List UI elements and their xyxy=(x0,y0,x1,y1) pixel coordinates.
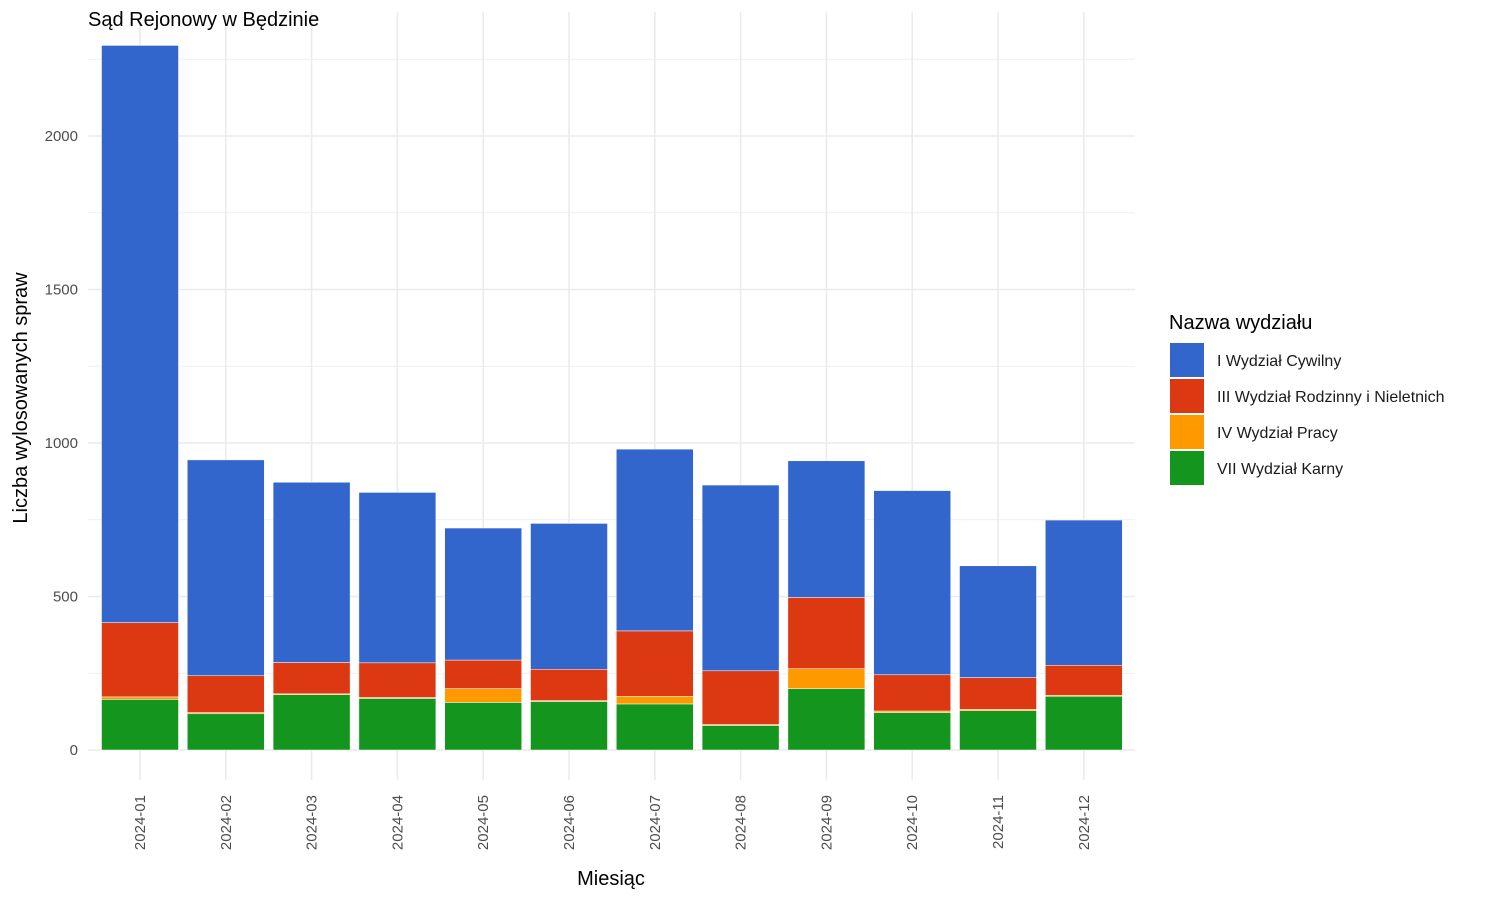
bar-segment xyxy=(787,668,866,689)
bar-segment xyxy=(444,688,522,703)
bar-segment xyxy=(358,492,437,664)
x-tick-label: 2024-01 xyxy=(132,795,149,850)
x-tick-label: 2024-03 xyxy=(304,795,321,850)
x-tick-label: 2024-07 xyxy=(647,795,664,850)
bar-segment xyxy=(873,712,951,751)
bar-segment xyxy=(787,597,866,669)
x-tick-label: 2024-10 xyxy=(904,795,921,850)
bar-segment xyxy=(1045,519,1123,666)
x-tick-label: 2024-04 xyxy=(389,795,406,850)
bar-segment xyxy=(101,622,179,698)
chart-title: Sąd Rejonowy w Będzinie xyxy=(88,9,319,31)
bar-segment xyxy=(444,527,522,661)
bar-segment xyxy=(187,675,265,713)
y-tick-label: 0 xyxy=(70,742,78,759)
bar-segment xyxy=(959,565,1037,678)
bar-segment xyxy=(873,674,951,712)
x-tick-label: 2024-02 xyxy=(218,795,235,850)
legend-label: I Wydział Cywilny xyxy=(1217,353,1341,370)
x-tick-label: 2024-09 xyxy=(818,795,835,850)
bar-segment xyxy=(616,696,694,705)
bar-segment xyxy=(959,710,1037,751)
legend-swatch xyxy=(1170,343,1204,377)
bar-segment xyxy=(101,699,179,751)
x-tick-label: 2024-11 xyxy=(990,795,1007,849)
bar-segment xyxy=(101,696,179,700)
bar-segment xyxy=(616,448,694,632)
bar-segment xyxy=(358,662,437,698)
bar-segment xyxy=(530,669,608,701)
bar-segment xyxy=(1045,665,1123,696)
bar-segment xyxy=(530,701,608,751)
bar-segment xyxy=(444,702,522,751)
legend-swatch xyxy=(1170,451,1204,485)
bar-segment xyxy=(358,698,437,751)
bar-segment xyxy=(272,482,351,663)
bar-segment xyxy=(787,460,866,598)
y-axis-ticks: 0 500 1000 1500 2000 xyxy=(45,128,78,759)
bar-segment xyxy=(530,523,608,670)
bar-segment xyxy=(959,677,1037,710)
bar-segment xyxy=(616,703,694,751)
legend: Nazwa wydziału I Wydział Cywilny III Wydz… xyxy=(1169,312,1445,485)
bar-segment xyxy=(701,670,780,725)
legend-label: IV Wydział Pracy xyxy=(1217,425,1338,442)
legend-swatch xyxy=(1170,415,1204,449)
x-axis-title: Miesiąc xyxy=(577,868,645,890)
bar-segment xyxy=(701,484,780,672)
bars xyxy=(101,45,1123,751)
y-axis-title: Liczba wylosowanych spraw xyxy=(10,272,32,524)
bar-segment xyxy=(873,490,951,676)
bar-segment xyxy=(272,694,351,751)
bar-segment xyxy=(187,713,265,751)
legend-swatch xyxy=(1170,379,1204,413)
bar-segment xyxy=(1045,696,1123,751)
legend-title: Nazwa wydziału xyxy=(1169,312,1312,334)
x-tick-label: 2024-05 xyxy=(475,795,492,850)
x-axis-ticks: 2024-01 2024-02 2024-03 2024-04 2024-05 2024-… xyxy=(132,795,1093,850)
bar-segment xyxy=(701,725,780,751)
bar-segment xyxy=(444,659,522,689)
x-tick-label: 2024-12 xyxy=(1076,795,1093,850)
legend-label: III Wydział Rodzinny i Nieletnich xyxy=(1217,389,1445,406)
bar-segment xyxy=(101,45,179,623)
legend-label: VII Wydział Karny xyxy=(1217,461,1343,478)
bar-segment xyxy=(187,459,265,676)
y-tick-label: 500 xyxy=(53,589,78,606)
x-tick-label: 2024-06 xyxy=(561,795,578,850)
bar-segment xyxy=(787,688,866,751)
y-tick-label: 2000 xyxy=(45,128,78,145)
y-tick-label: 1500 xyxy=(45,282,78,299)
y-tick-label: 1000 xyxy=(45,435,78,452)
x-tick-label: 2024-08 xyxy=(733,795,750,850)
bar-segment xyxy=(272,662,351,695)
bar-segment xyxy=(616,630,694,697)
